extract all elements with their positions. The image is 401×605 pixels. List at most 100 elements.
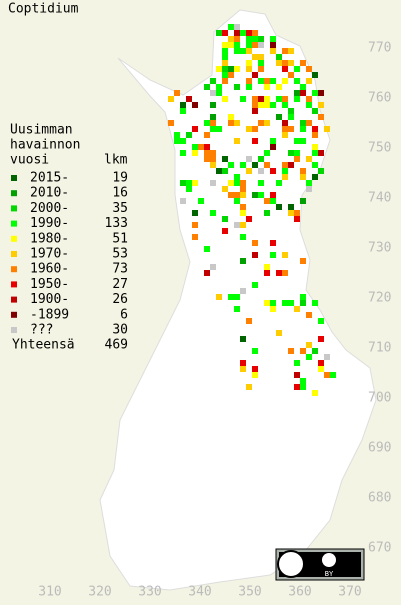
legend-count: 133	[105, 216, 128, 231]
observation	[294, 78, 300, 84]
observation	[222, 72, 228, 78]
observation	[270, 300, 276, 306]
observation	[294, 156, 300, 162]
observation	[252, 42, 258, 48]
observation	[228, 294, 234, 300]
observation	[306, 186, 312, 192]
legend-count: 51	[112, 231, 128, 246]
legend-swatch	[11, 251, 17, 257]
observation	[294, 150, 300, 156]
observation	[318, 168, 324, 174]
legend-count: 35	[112, 201, 128, 216]
observation	[282, 174, 288, 180]
observation	[300, 174, 306, 180]
observation	[282, 132, 288, 138]
legend-count: 16	[112, 186, 128, 201]
observation	[270, 252, 276, 258]
observation	[210, 126, 216, 132]
observation	[294, 372, 300, 378]
legend-header: vuosi	[10, 153, 49, 168]
observation	[306, 96, 312, 102]
observation	[210, 264, 216, 270]
observation	[252, 252, 258, 258]
observation	[264, 150, 270, 156]
observation	[192, 144, 198, 150]
observation	[210, 120, 216, 126]
observation	[288, 162, 294, 168]
observation	[180, 180, 186, 186]
observation	[246, 168, 252, 174]
legend-label: 2010-	[30, 186, 69, 201]
y-axis: 770 760 750 740 730 720 710 700 690 680 670	[368, 41, 391, 556]
observation	[234, 36, 240, 42]
y-tick-label: 670	[368, 541, 391, 556]
observation	[294, 360, 300, 366]
license-text: BY	[325, 570, 334, 578]
observation	[258, 54, 264, 60]
observation	[282, 66, 288, 72]
y-tick-label: 750	[368, 141, 391, 156]
observation	[276, 330, 282, 336]
observation	[234, 174, 240, 180]
observation	[222, 168, 228, 174]
observation	[222, 48, 228, 54]
observation	[294, 306, 300, 312]
observation	[246, 318, 252, 324]
observation	[216, 126, 222, 132]
observation	[222, 78, 228, 84]
observation	[312, 108, 318, 114]
observation	[300, 384, 306, 390]
observation	[270, 240, 276, 246]
observation	[180, 102, 186, 108]
legend-header: havainnon	[10, 138, 80, 153]
observation	[246, 216, 252, 222]
observation	[300, 126, 306, 132]
observation	[234, 24, 240, 30]
observation	[276, 54, 282, 60]
observation	[264, 264, 270, 270]
observation	[306, 180, 312, 186]
observation	[294, 384, 300, 390]
observation	[306, 120, 312, 126]
observation	[312, 72, 318, 78]
observation	[204, 270, 210, 276]
observation	[204, 246, 210, 252]
observation	[180, 138, 186, 144]
observation	[222, 42, 228, 48]
observation	[306, 354, 312, 360]
y-tick-label: 730	[368, 241, 391, 256]
x-tick-label: 320	[88, 585, 111, 600]
license-badge: BY	[275, 548, 365, 581]
observation	[300, 84, 306, 90]
observation	[252, 138, 258, 144]
observation	[180, 150, 186, 156]
observation	[210, 114, 216, 120]
observation	[180, 198, 186, 204]
observation	[318, 336, 324, 342]
observation	[288, 210, 294, 216]
observation	[186, 186, 192, 192]
observation	[312, 90, 318, 96]
y-tick-label: 700	[368, 391, 391, 406]
observation	[300, 258, 306, 264]
observation	[228, 24, 234, 30]
observation	[210, 150, 216, 156]
observation	[192, 210, 198, 216]
observation	[294, 138, 300, 144]
observation	[270, 144, 276, 150]
observation	[240, 186, 246, 192]
observation	[312, 150, 318, 156]
observation	[312, 300, 318, 306]
observation	[234, 138, 240, 144]
observation	[186, 180, 192, 186]
observation	[312, 390, 318, 396]
legend-swatch	[11, 296, 17, 303]
observation	[264, 300, 270, 306]
observation	[246, 126, 252, 132]
observation	[246, 30, 252, 36]
observation	[252, 162, 258, 168]
y-tick-label: 690	[368, 441, 391, 456]
x-tick-label: 360	[288, 585, 311, 600]
observation	[240, 192, 246, 198]
